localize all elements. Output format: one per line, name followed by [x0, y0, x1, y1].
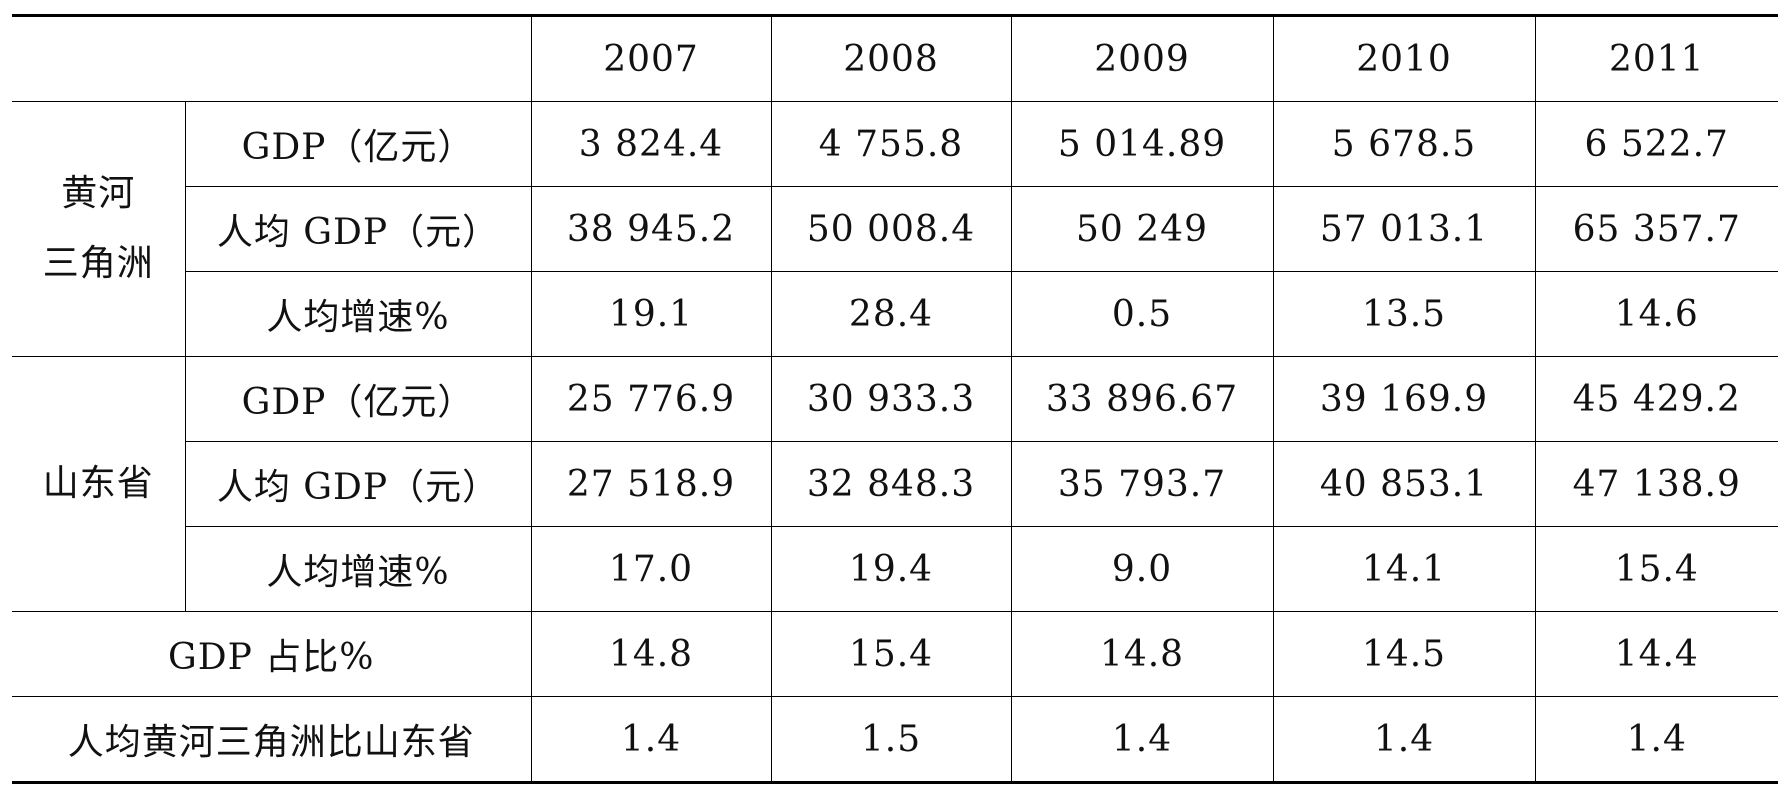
table-row: 人均增速% 19.1 28.4 0.5 13.5 14.6: [12, 271, 1778, 357]
value-cell: 40 853.1: [1272, 441, 1536, 527]
header-row: 2007 2008 2009 2010 2011: [12, 15, 1778, 102]
value-cell: 33 896.67: [1010, 356, 1274, 442]
value-cell: 14.4: [1534, 611, 1778, 697]
year-header: 2011: [1534, 15, 1778, 102]
year-header: 2008: [770, 15, 1012, 102]
table-row: 人均黄河三角洲比山东省 1.4 1.5 1.4 1.4 1.4: [12, 696, 1778, 783]
summary-row-label: 人均黄河三角洲比山东省: [12, 696, 532, 783]
value-cell: 15.4: [1534, 526, 1778, 612]
value-cell: 25 776.9: [530, 356, 772, 442]
group-label-line: 山东省: [42, 463, 154, 504]
value-cell: 39 169.9: [1272, 356, 1536, 442]
value-cell: 32 848.3: [770, 441, 1012, 527]
value-cell: 47 138.9: [1534, 441, 1778, 527]
row-label: GDP（亿元）: [184, 356, 532, 442]
value-cell: 50 249: [1010, 186, 1274, 272]
value-cell: 1.4: [1272, 696, 1536, 783]
value-cell: 19.1: [530, 271, 772, 357]
group-label-line: 三角洲: [42, 243, 154, 284]
group-label-line: 黄河: [61, 173, 136, 214]
row-label: 人均 GDP（元）: [185, 186, 532, 272]
value-cell: 38 945.2: [530, 186, 772, 272]
value-cell: 17.0: [530, 526, 772, 612]
value-cell: 65 357.7: [1534, 186, 1778, 272]
gdp-comparison-table: 2007 2008 2009 2010 2011 黄河 三角洲 GDP（亿元） …: [12, 14, 1778, 784]
value-cell: 3 824.4: [530, 101, 772, 187]
table-row: 人均 GDP（元） 27 518.9 32 848.3 35 793.7 40 …: [12, 441, 1778, 527]
value-cell: 14.8: [1010, 611, 1274, 697]
value-cell: 13.5: [1272, 271, 1536, 357]
value-cell: 14.1: [1272, 526, 1536, 612]
year-header: 2010: [1272, 15, 1536, 102]
value-cell: 6 522.7: [1534, 101, 1778, 187]
row-label: 人均增速%: [185, 526, 532, 612]
value-cell: 15.4: [770, 611, 1012, 697]
header-corner-cell: [12, 15, 532, 102]
row-label: 人均增速%: [185, 271, 532, 357]
value-cell: 50 008.4: [770, 186, 1012, 272]
value-cell: 14.8: [530, 611, 772, 697]
row-label: GDP（亿元）: [184, 101, 532, 187]
value-cell: 19.4: [770, 526, 1012, 612]
year-header: 2007: [530, 15, 772, 102]
year-header: 2009: [1010, 15, 1274, 102]
group-label-yellow-river-delta: 黄河 三角洲: [12, 101, 186, 357]
value-cell: 0.5: [1010, 271, 1274, 357]
table-row: 山东省 GDP（亿元） 25 776.9 30 933.3 33 896.67 …: [12, 356, 1778, 612]
value-cell: 5 678.5: [1272, 101, 1536, 187]
group-label-shandong: 山东省: [12, 356, 186, 612]
value-cell: 14.5: [1272, 611, 1536, 697]
value-cell: 28.4: [770, 271, 1012, 357]
value-cell: 1.5: [770, 696, 1012, 783]
value-cell: 1.4: [1010, 696, 1274, 783]
value-cell: 9.0: [1010, 526, 1274, 612]
summary-row-label: GDP 占比%: [12, 611, 532, 697]
table-row: 人均 GDP（元） 38 945.2 50 008.4 50 249 57 01…: [12, 186, 1778, 272]
value-cell: 1.4: [1534, 696, 1778, 783]
value-cell: 14.6: [1534, 271, 1778, 357]
value-cell: 30 933.3: [770, 356, 1012, 442]
value-cell: 35 793.7: [1010, 441, 1274, 527]
row-label: 人均 GDP（元）: [185, 441, 532, 527]
table-row: 人均增速% 17.0 19.4 9.0 14.1 15.4: [12, 526, 1778, 612]
value-cell: 1.4: [530, 696, 772, 783]
value-cell: 4 755.8: [770, 101, 1012, 187]
table-row: GDP 占比% 14.8 15.4 14.8 14.5 14.4: [12, 611, 1778, 697]
value-cell: 57 013.1: [1272, 186, 1536, 272]
value-cell: 5 014.89: [1010, 101, 1274, 187]
table-row: 黄河 三角洲 GDP（亿元） 3 824.4 4 755.8 5 014.89 …: [12, 101, 1778, 357]
value-cell: 45 429.2: [1534, 356, 1778, 442]
value-cell: 27 518.9: [530, 441, 772, 527]
